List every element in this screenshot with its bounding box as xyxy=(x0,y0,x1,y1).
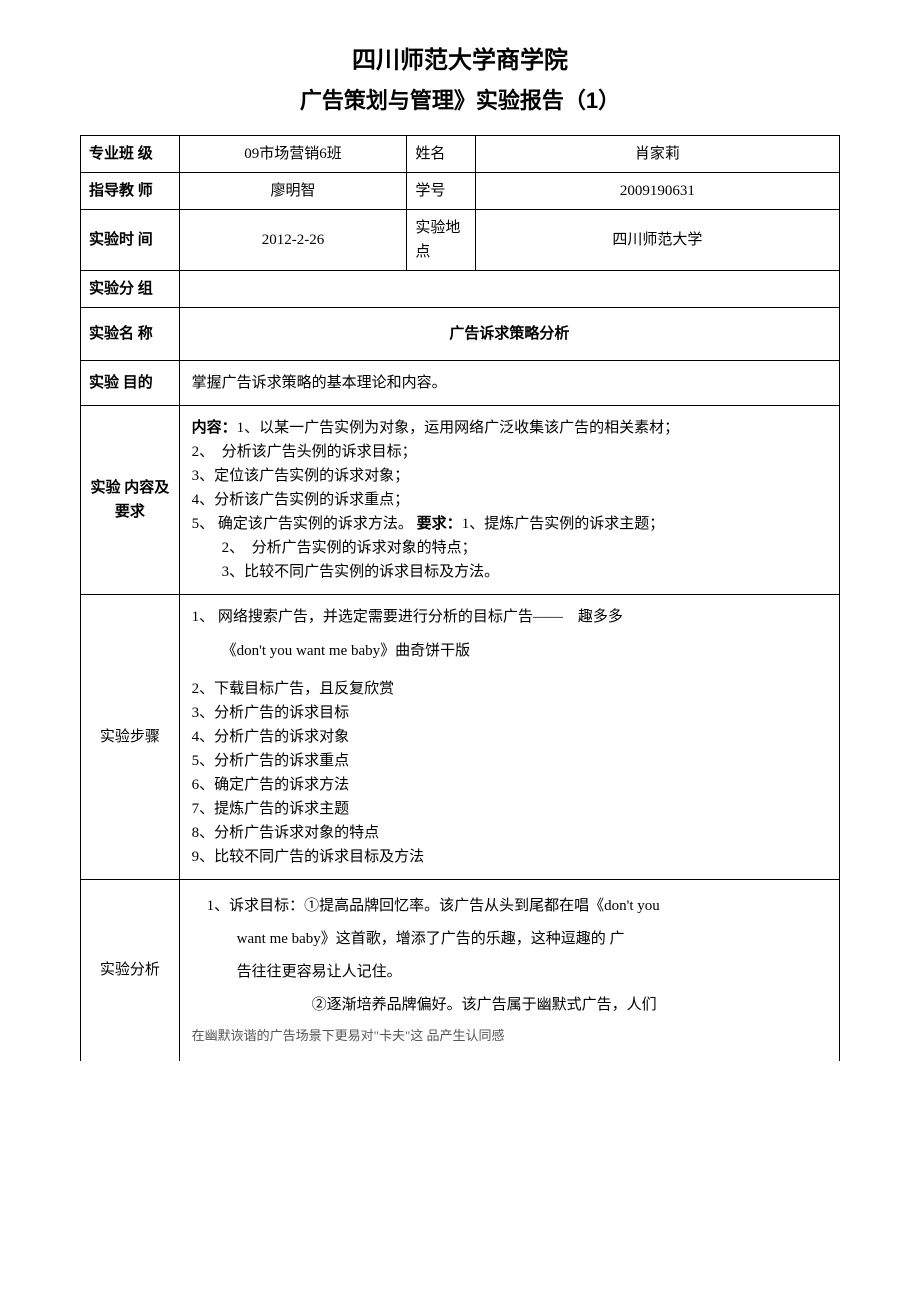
analysis-value: 1、诉求目标：①提高品牌回忆率。该广告从头到尾都在唱《don't you wan… xyxy=(179,880,839,1061)
analysis-line1c: 告往往更容易让人记住。 xyxy=(192,956,827,989)
steps-line1b: 《don't you want me baby》曲奇饼干版 xyxy=(192,639,827,663)
content-line4: 4、分析该广告实例的诉求重点； xyxy=(192,488,827,512)
row-class: 专业班 级 09市场营销6班 姓名 肖家莉 xyxy=(81,136,840,173)
id-label: 学号 xyxy=(407,173,475,210)
content-label: 实验 内容及要求 xyxy=(81,406,180,595)
group-label: 实验分 组 xyxy=(81,271,180,308)
row-time: 实验时 间 2012-2-26 实验地点 四川师范大学 xyxy=(81,210,840,271)
class-label: 专业班 级 xyxy=(81,136,180,173)
purpose-label: 实验 目的 xyxy=(81,361,180,406)
content-intro-bold: 内容： xyxy=(192,420,237,436)
steps-label: 实验步骤 xyxy=(81,595,180,880)
analysis-line1b: want me baby》这首歌，增添了广告的乐趣，这种逗趣的 广 xyxy=(192,923,827,956)
content-value: 内容：1、以某一广告实例为对象，运用网络广泛收集该广告的相关素材； 2、 分析该… xyxy=(179,406,839,595)
row-expname: 实验名 称 广告诉求策略分析 xyxy=(81,308,840,361)
analysis-line2: ②逐渐培养品牌偏好。该广告属于幽默式广告，人们 xyxy=(192,989,827,1022)
page-subtitle: 广告策划与管理》实验报告（1） xyxy=(80,83,840,115)
content-line6: 2、 分析广告实例的诉求对象的特点； xyxy=(192,536,827,560)
content-line5a: 5、 确定该广告实例的诉求方法。 xyxy=(192,516,417,532)
name-label: 姓名 xyxy=(407,136,475,173)
content-req-bold: 要求： xyxy=(417,516,462,532)
steps-line3: 3、分析广告的诉求目标 xyxy=(192,701,827,725)
row-content: 实验 内容及要求 内容：1、以某一广告实例为对象，运用网络广泛收集该广告的相关素… xyxy=(81,406,840,595)
group-value xyxy=(179,271,839,308)
analysis-line1: 1、诉求目标：①提高品牌回忆率。该广告从头到尾都在唱《don't you xyxy=(192,890,827,923)
class-value: 09市场营销6班 xyxy=(179,136,407,173)
analysis-line2b: 在幽默诙谐的广告场景下更易对"卡夫"这 品产生认同感 xyxy=(192,1022,827,1051)
steps-line2: 2、下载目标广告，且反复欣赏 xyxy=(192,677,827,701)
teacher-value: 廖明智 xyxy=(179,173,407,210)
report-table: 专业班 级 09市场营销6班 姓名 肖家莉 指导教 师 廖明智 学号 20091… xyxy=(80,135,840,1061)
content-line5b: 1、提炼广告实例的诉求主题； xyxy=(462,516,665,532)
place-value: 四川师范大学 xyxy=(475,210,839,271)
row-analysis: 实验分析 1、诉求目标：①提高品牌回忆率。该广告从头到尾都在唱《don't yo… xyxy=(81,880,840,1061)
row-purpose: 实验 目的 掌握广告诉求策略的基本理论和内容。 xyxy=(81,361,840,406)
id-value: 2009190631 xyxy=(475,173,839,210)
content-line2: 2、 分析该广告头例的诉求目标； xyxy=(192,440,827,464)
row-teacher: 指导教 师 廖明智 学号 2009190631 xyxy=(81,173,840,210)
time-value: 2012-2-26 xyxy=(179,210,407,271)
steps-line1: 1、 网络搜索广告，并选定需要进行分析的目标广告—— 趣多多 xyxy=(192,605,827,629)
expname-label: 实验名 称 xyxy=(81,308,180,361)
content-line7: 3、比较不同广告实例的诉求目标及方法。 xyxy=(192,560,827,584)
page-title: 四川师范大学商学院 xyxy=(80,40,840,75)
purpose-value: 掌握广告诉求策略的基本理论和内容。 xyxy=(179,361,839,406)
row-group: 实验分 组 xyxy=(81,271,840,308)
steps-value: 1、 网络搜索广告，并选定需要进行分析的目标广告—— 趣多多 《don't yo… xyxy=(179,595,839,880)
steps-line4: 4、分析广告的诉求对象 xyxy=(192,725,827,749)
steps-line8: 8、分析广告诉求对象的特点 xyxy=(192,821,827,845)
name-value: 肖家莉 xyxy=(475,136,839,173)
content-line1: 1、以某一广告实例为对象，运用网络广泛收集该广告的相关素材； xyxy=(237,420,680,436)
expname-value: 广告诉求策略分析 xyxy=(179,308,839,361)
steps-line5: 5、分析广告的诉求重点 xyxy=(192,749,827,773)
row-steps: 实验步骤 1、 网络搜索广告，并选定需要进行分析的目标广告—— 趣多多 《don… xyxy=(81,595,840,880)
steps-line9: 9、比较不同广告的诉求目标及方法 xyxy=(192,845,827,869)
steps-line7: 7、提炼广告的诉求主题 xyxy=(192,797,827,821)
place-label: 实验地点 xyxy=(407,210,475,271)
analysis-label: 实验分析 xyxy=(81,880,180,1061)
teacher-label: 指导教 师 xyxy=(81,173,180,210)
steps-line6: 6、确定广告的诉求方法 xyxy=(192,773,827,797)
time-label: 实验时 间 xyxy=(81,210,180,271)
content-line3: 3、定位该广告实例的诉求对象； xyxy=(192,464,827,488)
